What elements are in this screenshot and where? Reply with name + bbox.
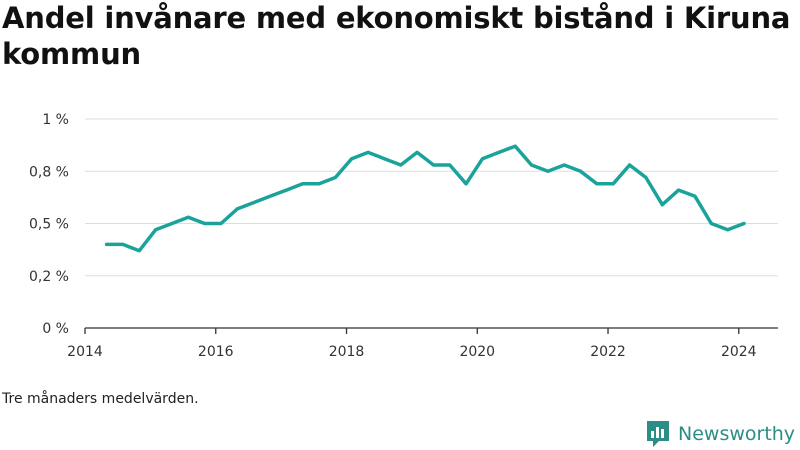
data-point bbox=[252, 201, 256, 205]
line-chart: 0 %0,2 %0,5 %0,8 %1 % 2014 2016 2018 2020 20… bbox=[29, 112, 778, 360]
y-tick-label: 0,5 % bbox=[29, 217, 69, 233]
data-point bbox=[382, 157, 386, 161]
data-point bbox=[366, 150, 370, 154]
data-point bbox=[628, 163, 632, 167]
data-point bbox=[513, 144, 517, 148]
data-point bbox=[709, 222, 713, 225]
y-tick-label: 0,8 % bbox=[29, 164, 69, 180]
y-tick-label: 1 % bbox=[42, 112, 69, 128]
data-point bbox=[464, 182, 468, 186]
data-point bbox=[154, 228, 158, 232]
data-point bbox=[579, 169, 583, 173]
series-line bbox=[104, 144, 746, 253]
data-point bbox=[448, 163, 452, 167]
chart-title: Andel invånare med ekonomiskt bistånd i … bbox=[2, 1, 791, 71]
chart-note: Tre månaders medelvärden. bbox=[2, 391, 199, 407]
data-point bbox=[432, 163, 435, 167]
data-point bbox=[595, 182, 599, 186]
data-point bbox=[415, 150, 419, 154]
newsworthy-logo-icon bbox=[647, 421, 669, 447]
data-point bbox=[301, 182, 305, 186]
x-tick-label: 2020 bbox=[459, 344, 495, 360]
data-point bbox=[677, 188, 681, 192]
x-tick-label: 2022 bbox=[590, 344, 626, 360]
data-point bbox=[546, 169, 550, 173]
data-point bbox=[644, 176, 648, 179]
data-point bbox=[170, 222, 174, 225]
data-point bbox=[497, 150, 501, 154]
data-point bbox=[268, 194, 272, 198]
x-tick-label: 2024 bbox=[721, 344, 757, 360]
gridlines bbox=[85, 118, 778, 277]
data-point bbox=[726, 228, 730, 232]
data-point bbox=[562, 163, 566, 167]
x-tick-label: 2016 bbox=[198, 344, 234, 360]
data-point bbox=[399, 163, 403, 167]
y-tick-label: 0,2 % bbox=[29, 269, 69, 285]
data-point bbox=[105, 242, 109, 246]
x-tick-label: 2018 bbox=[329, 344, 365, 360]
data-point bbox=[137, 249, 141, 253]
data-point bbox=[219, 222, 223, 225]
data-point bbox=[235, 207, 239, 211]
data-point bbox=[121, 242, 125, 246]
data-point bbox=[284, 188, 288, 192]
data-point bbox=[186, 215, 190, 219]
data-point bbox=[333, 176, 337, 179]
y-tick-label: 0 % bbox=[42, 321, 69, 337]
data-point bbox=[611, 182, 615, 186]
brand-logo[interactable]: Newsworthy bbox=[645, 419, 795, 449]
data-point bbox=[481, 157, 484, 161]
data-point bbox=[660, 203, 664, 207]
y-axis: 0 % 0,2 % 0,5 % 0,8 % 1 % bbox=[29, 112, 69, 337]
data-point bbox=[530, 163, 533, 167]
data-point bbox=[350, 157, 354, 161]
data-point bbox=[203, 222, 207, 225]
x-tick-label: 2014 bbox=[67, 344, 103, 360]
data-point bbox=[317, 182, 321, 186]
brand-name: Newsworthy bbox=[678, 423, 796, 445]
data-point bbox=[742, 222, 746, 225]
series-group bbox=[104, 144, 746, 253]
x-axis: 2014 2016 2018 2020 2022 2024 bbox=[67, 327, 778, 360]
data-point bbox=[693, 194, 697, 198]
